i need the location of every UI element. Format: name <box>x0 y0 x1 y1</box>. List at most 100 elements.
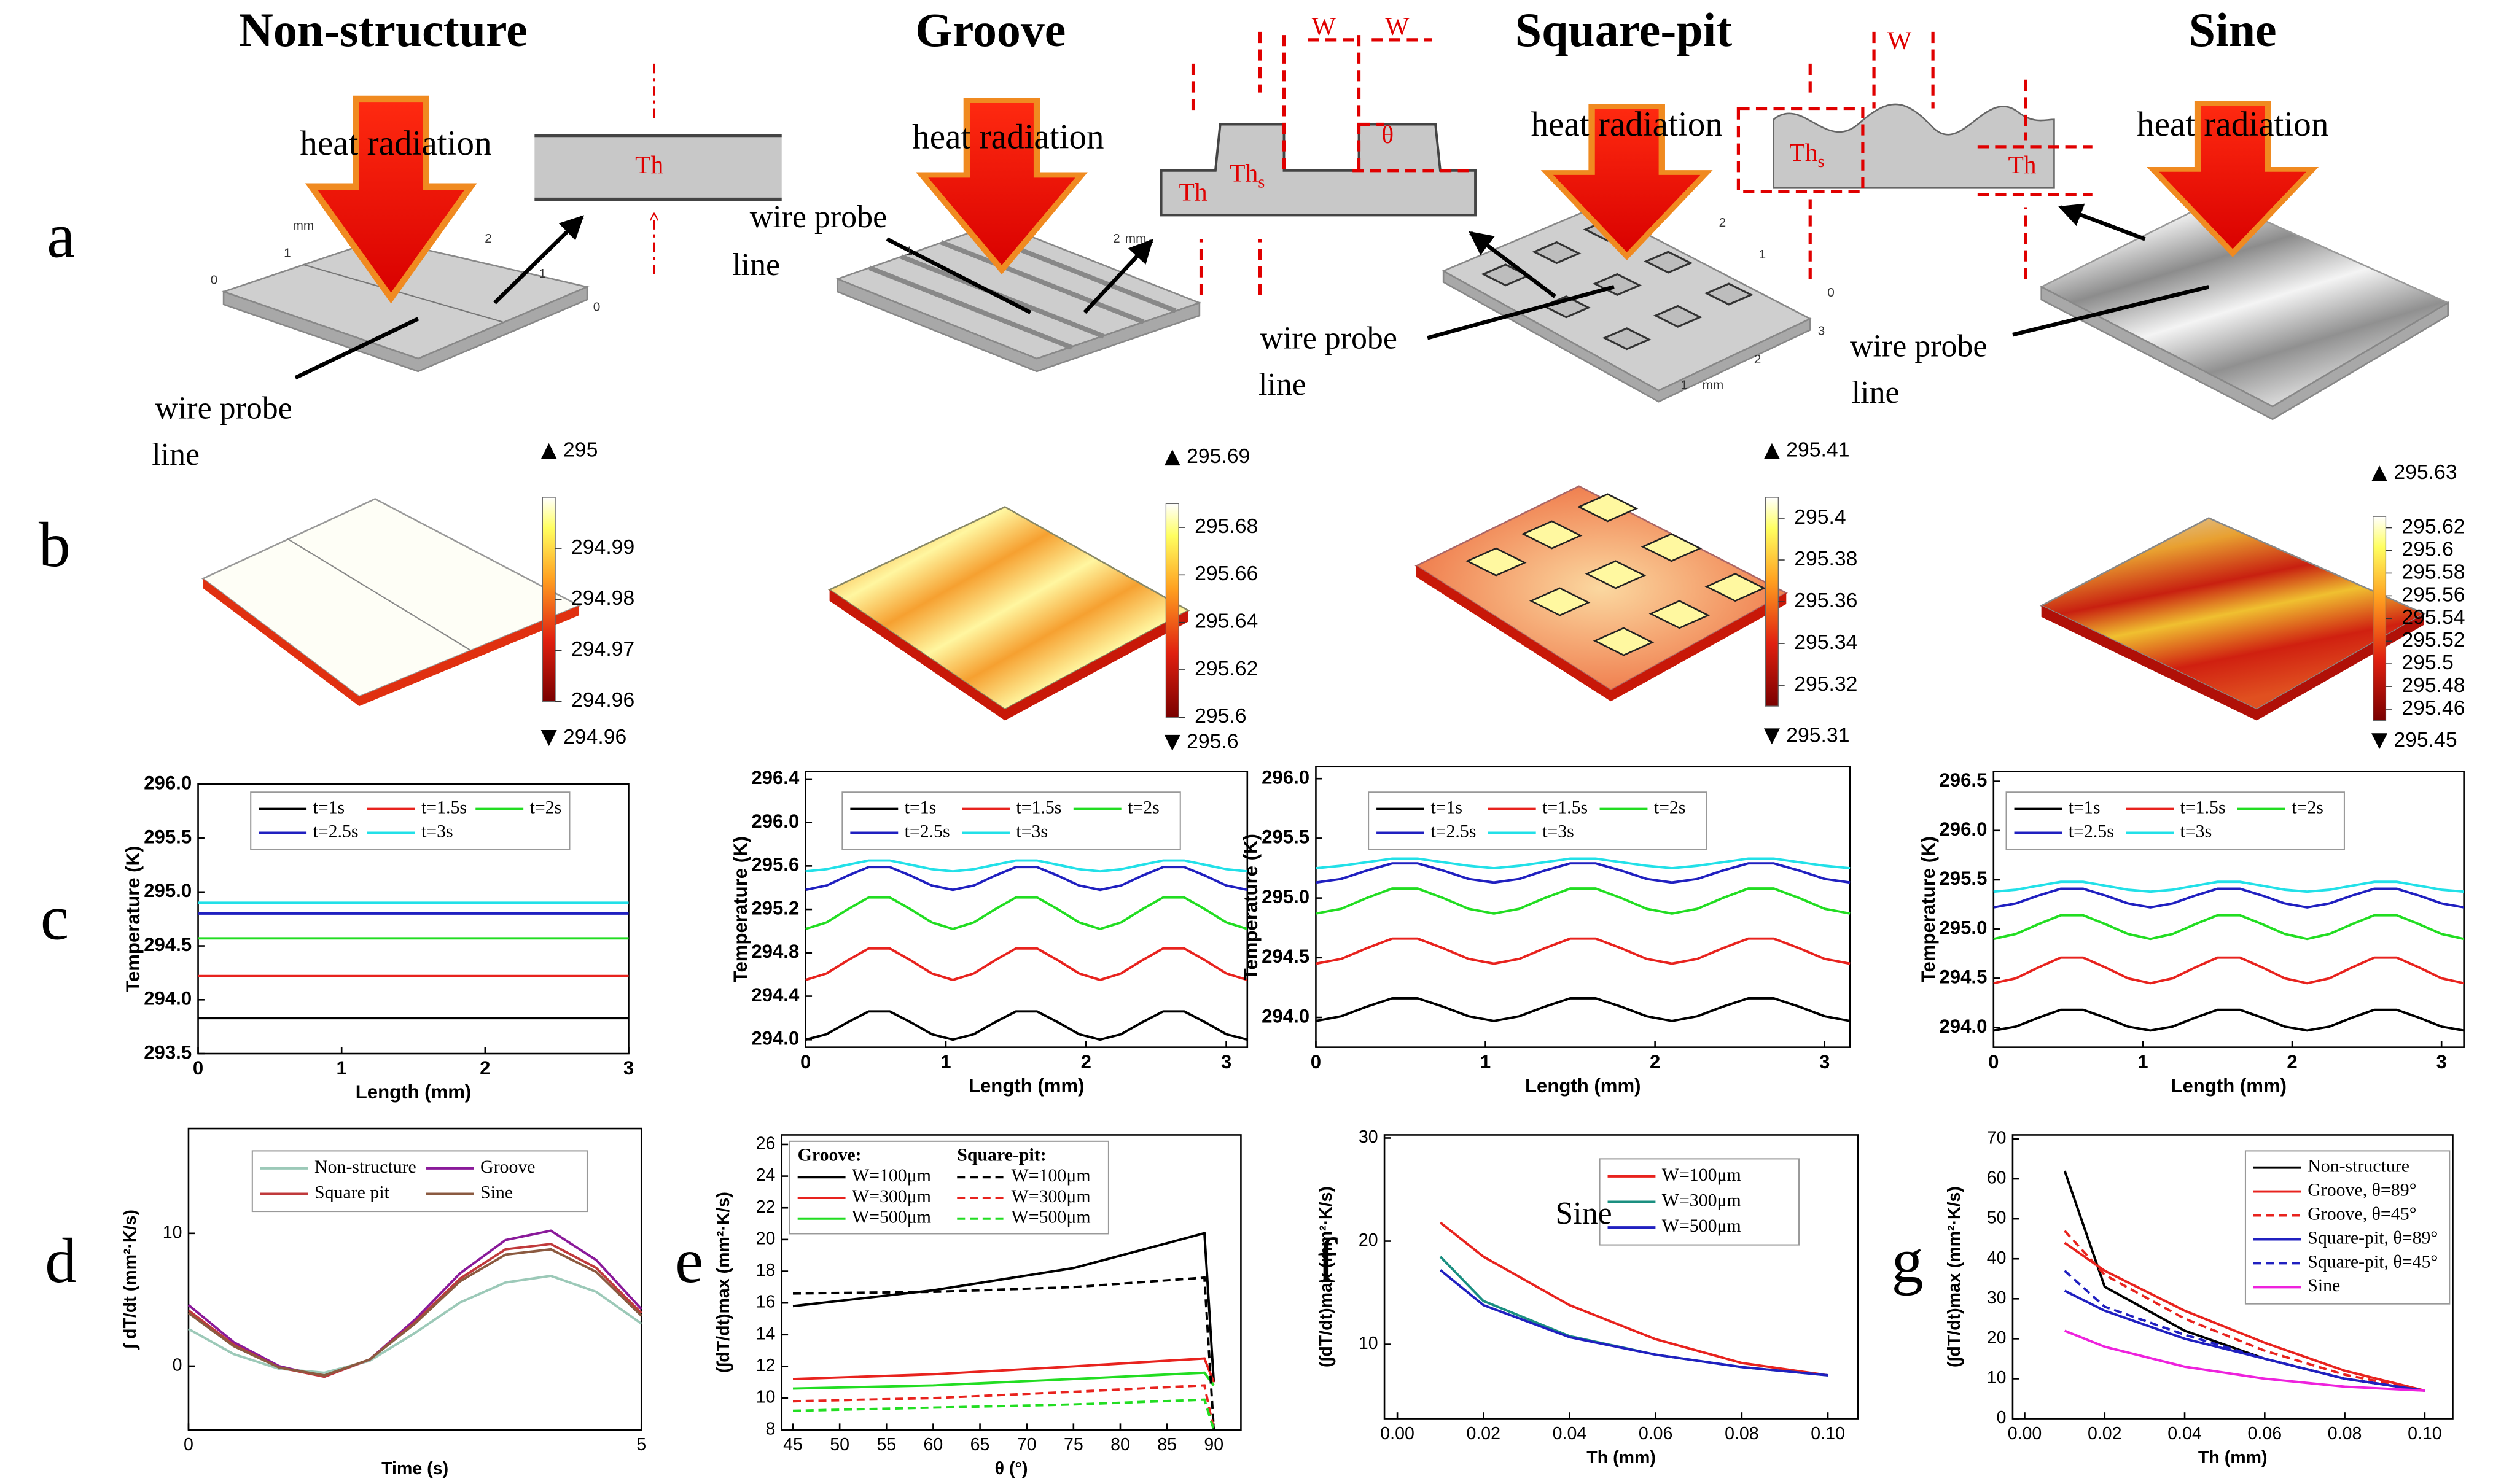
y-tick-label: 10 <box>756 1388 776 1407</box>
dim-label: Th <box>2008 150 2036 179</box>
pit <box>1577 493 1639 523</box>
colorbar-max: 295 <box>563 438 598 462</box>
y-tick-label: 293.5 <box>144 1041 192 1063</box>
y-axis-label: ∫ dT/dt (mm²·K/s) <box>120 1210 140 1350</box>
pointer <box>886 237 1032 314</box>
legend-label: t=2.5s <box>313 821 358 841</box>
y-tick-label: 40 <box>1987 1248 2007 1268</box>
x-tick-label: 3 <box>623 1057 634 1079</box>
colorbar-max: 295.69 <box>1187 445 1250 468</box>
legend-label: t=1s <box>2069 797 2101 817</box>
series-line <box>805 896 1248 930</box>
chart: 0 1 2 3 294.0 294.4 294.8 295.2 295.6 296.0 296.4 L… <box>730 767 1249 1097</box>
pointer <box>294 317 419 380</box>
dim-sub: s <box>1258 173 1265 192</box>
series-line <box>2064 1289 2425 1392</box>
max-marker <box>1164 449 1180 466</box>
colorbar-tick-label: 294.99 <box>571 535 634 559</box>
y-tick-label: 20 <box>756 1229 776 1248</box>
colorbar <box>542 497 556 702</box>
colorbar-tick-label: 295.36 <box>1794 589 1857 612</box>
legend-label: t=1s <box>1430 797 1462 817</box>
axis-label: 2 <box>1754 352 1761 367</box>
schematic-nonstructure: heat radiation wire probe line Th mm 0 1… <box>152 63 782 472</box>
probe-label: wire probe <box>1260 320 1397 355</box>
x-tick-label: 0.02 <box>1467 1424 1501 1443</box>
colorbar-tick-label: 295.6 <box>2401 537 2453 561</box>
series-line <box>1993 880 2464 893</box>
series-line <box>792 1276 1215 1430</box>
legend-label: W=500μm <box>1662 1216 1741 1236</box>
colorbar-tick-label: 294.98 <box>571 586 634 610</box>
legend-label: W=300μm <box>1012 1186 1091 1206</box>
legend-label: Sine <box>480 1182 513 1202</box>
chart: 0 1 2 3 294.0 294.5 295.0 295.5 296.0 Length (mm)… <box>1240 766 1851 1097</box>
colorbar <box>1165 503 1179 718</box>
x-axis-label: Time (s) <box>381 1459 448 1478</box>
header: Sine <box>2189 4 2277 56</box>
x-tick-label: 0.04 <box>2167 1424 2202 1443</box>
dim-label: Th <box>635 150 663 179</box>
y-tick-label: 294.5 <box>144 934 192 955</box>
y-tick-label: 295.0 <box>1262 886 1309 907</box>
y-tick-label: 296.0 <box>1262 766 1309 788</box>
x-axis-label: Length (mm) <box>2171 1075 2287 1097</box>
axis-label: 0 <box>1827 286 1835 300</box>
axis-label: 1 <box>284 246 291 260</box>
y-tick-label: 296.0 <box>751 810 799 832</box>
legend-box <box>251 1150 588 1213</box>
plate-side <box>203 578 580 707</box>
y-tick-label: 14 <box>756 1324 776 1343</box>
legend-label: t=1s <box>905 797 937 817</box>
colorbar-tick-label: 295.5 <box>2401 651 2453 674</box>
legend-label: t=3s <box>1016 821 1048 841</box>
dim-text: Th <box>1230 158 1258 187</box>
x-tick-label: 0.04 <box>1553 1424 1587 1443</box>
legend-label: t=2s <box>1128 797 1160 817</box>
series-line <box>2064 1270 2425 1392</box>
plate <box>828 506 1190 710</box>
legend-label: t=2.5s <box>905 821 950 841</box>
x-tick-label: 80 <box>1110 1435 1130 1455</box>
x-tick-label: 3 <box>1221 1051 1231 1073</box>
series-line <box>1993 956 2465 985</box>
x-tick-label: 65 <box>970 1435 990 1455</box>
colorbar-tick-label: 295.52 <box>2401 628 2465 651</box>
pit <box>1602 327 1652 351</box>
pointer <box>2058 203 2146 241</box>
y-tick-label: 16 <box>756 1292 776 1312</box>
panel-label: f <box>1316 1226 1338 1296</box>
dim-lines <box>1191 31 1476 295</box>
colorbar <box>2373 516 2387 721</box>
x-axis-label: Th (mm) <box>1586 1448 1656 1467</box>
x-tick-label: 75 <box>1064 1435 1083 1455</box>
series-line <box>792 1232 1215 1383</box>
pit <box>1593 627 1655 656</box>
pit <box>1593 273 1642 297</box>
pit <box>1585 560 1647 589</box>
y-axis-label: Temperature (K) <box>1240 834 1262 980</box>
legend-label: t=1.5s <box>1542 797 1588 817</box>
probe-label: line <box>1258 367 1306 402</box>
plate-side <box>2041 605 2424 721</box>
colorbar-tick-label: 295.62 <box>2401 515 2465 538</box>
x-tick-label: 0.10 <box>2408 1424 2442 1443</box>
legend-box <box>2005 791 2345 850</box>
pit <box>1532 241 1582 265</box>
plate-side <box>837 278 1201 373</box>
x-tick-label: 0.10 <box>1811 1424 1845 1443</box>
x-tick-label: 45 <box>783 1435 803 1455</box>
y-tick-label: 294.5 <box>1262 946 1309 967</box>
colorbar-tick-label: 295.48 <box>2401 674 2465 697</box>
section <box>1773 103 2055 189</box>
series-line <box>805 1010 1248 1041</box>
legend-label: t=1.5s <box>421 797 467 817</box>
chart: 45 50 55 60 65 70 75 80 85 90 8 10 12 14 16 18 20 22 24 26 θ… <box>714 1133 1242 1478</box>
colorbar-tick-label: 295.68 <box>1195 515 1258 538</box>
y-tick-label: 60 <box>1987 1168 2007 1188</box>
legend-label: W=300μm <box>1662 1190 1741 1210</box>
y-tick-label: 296.0 <box>144 772 192 794</box>
colorbar-min: 294.96 <box>563 725 626 748</box>
legend-label: Square pit <box>314 1182 390 1202</box>
dim-label: W <box>1385 12 1410 40</box>
